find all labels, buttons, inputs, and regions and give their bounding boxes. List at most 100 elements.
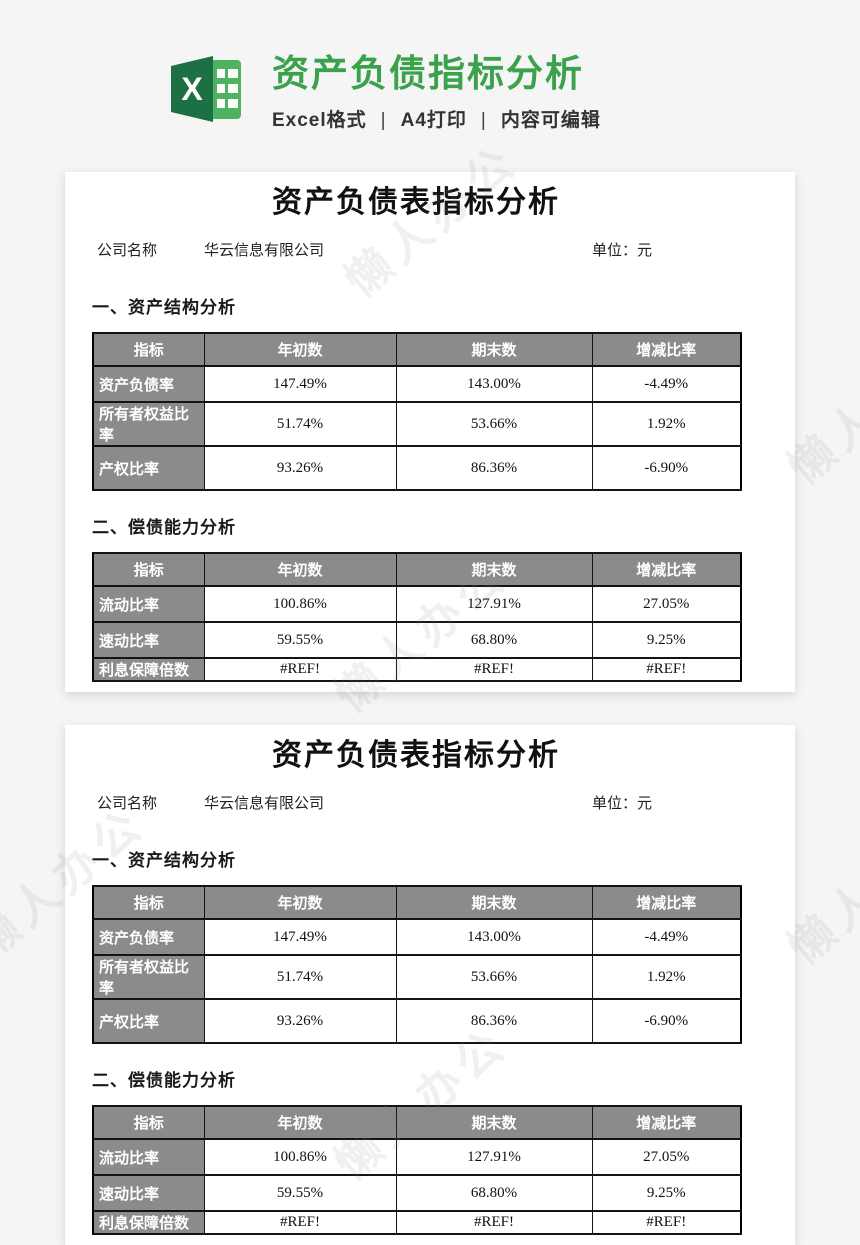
indicator-cell: 产权比率 [92, 998, 205, 1044]
subtitle-format: Excel格式 [272, 110, 367, 131]
subtitle-separator: | [380, 110, 387, 131]
value-cell: 27.05% [591, 1138, 742, 1176]
value-cell: 127.91% [395, 585, 593, 623]
page-header: X 资产负债指标分析 Excel格式 | A4打印 | 内容可编辑 [168, 0, 860, 132]
page-subtitle: Excel格式 | A4打印 | 内容可编辑 [272, 105, 601, 132]
company-row: 公司名称 华云信息有限公司 单位：元 [92, 792, 740, 812]
table-row: 流动比率 100.86% 127.91% 27.05% [92, 1138, 742, 1176]
table-row: 产权比率 93.26% 86.36% -6.90% [92, 445, 742, 491]
table-row: 所有者权益比率 51.74% 53.66% 1.92% [92, 401, 742, 447]
column-header: 年初数 [203, 1105, 397, 1140]
value-cell: #REF! [395, 657, 593, 682]
column-header: 指标 [92, 885, 205, 920]
column-header: 增减比率 [591, 885, 742, 920]
column-header: 期末数 [395, 552, 593, 587]
column-header: 年初数 [203, 885, 397, 920]
value-cell: 68.80% [395, 1174, 593, 1212]
column-header: 年初数 [203, 552, 397, 587]
column-header: 期末数 [395, 1105, 593, 1140]
value-cell: 143.00% [395, 918, 593, 956]
table-row: 流动比率 100.86% 127.91% 27.05% [92, 585, 742, 623]
value-cell: 86.36% [395, 998, 593, 1044]
table-row: 速动比率 59.55% 68.80% 9.25% [92, 621, 742, 659]
table-row: 速动比率 59.55% 68.80% 9.25% [92, 1174, 742, 1212]
table-header-row: 指标 年初数 期末数 增减比率 [92, 1105, 742, 1140]
unit-label: 单位：元 [591, 796, 652, 812]
indicator-cell: 所有者权益比率 [92, 954, 205, 1000]
value-cell: 147.49% [203, 365, 397, 403]
value-cell: 53.66% [395, 401, 593, 447]
column-header: 指标 [92, 1105, 205, 1140]
value-cell: #REF! [203, 1210, 397, 1235]
document-title: 资产负债表指标分析 [272, 739, 560, 772]
value-cell: #REF! [591, 657, 742, 682]
value-cell: 51.74% [203, 401, 397, 447]
column-header: 增减比率 [591, 1105, 742, 1140]
value-cell: 51.74% [203, 954, 397, 1000]
asset-structure-table: 指标 年初数 期末数 增减比率 资产负债率 147.49% 143.00% -4.49% 所有者… [92, 885, 742, 1044]
indicator-cell: 速动比率 [92, 1174, 205, 1212]
solvency-table: 指标 年初数 期末数 增减比率 流动比率 100.86% 127.91% 27.05% 速动比率… [92, 552, 742, 682]
value-cell: 1.92% [591, 954, 742, 1000]
value-cell: 59.55% [203, 621, 397, 659]
value-cell: 100.86% [203, 585, 397, 623]
indicator-cell: 利息保障倍数 [92, 1210, 205, 1235]
value-cell: #REF! [395, 1210, 593, 1235]
document-preview-card: 资产负债表指标分析 公司名称 华云信息有限公司 单位：元 一、资产结构分析 指标… [65, 172, 795, 692]
value-cell: 27.05% [591, 585, 742, 623]
indicator-cell: 利息保障倍数 [92, 657, 205, 682]
indicator-cell: 资产负债率 [92, 918, 205, 956]
indicator-cell: 流动比率 [92, 585, 205, 623]
section-heading-asset-structure: 一、资产结构分析 [92, 851, 236, 870]
company-name: 华云信息有限公司 [204, 796, 325, 812]
page-title: 资产负债指标分析 [272, 53, 584, 94]
column-header: 指标 [92, 552, 205, 587]
value-cell: #REF! [203, 657, 397, 682]
section-heading-solvency: 二、偿债能力分析 [92, 1071, 236, 1090]
table-row: 利息保障倍数 #REF! #REF! #REF! [92, 1210, 742, 1235]
value-cell: -6.90% [591, 998, 742, 1044]
svg-text:X: X [181, 71, 203, 107]
table-header-row: 指标 年初数 期末数 增减比率 [92, 552, 742, 587]
value-cell: 86.36% [395, 445, 593, 491]
subtitle-print: A4打印 [400, 110, 467, 131]
document-preview-card: 资产负债表指标分析 公司名称 华云信息有限公司 单位：元 一、资产结构分析 指标… [65, 725, 795, 1245]
table-header-row: 指标 年初数 期末数 增减比率 [92, 885, 742, 920]
value-cell: -4.49% [591, 365, 742, 403]
indicator-cell: 流动比率 [92, 1138, 205, 1176]
table-row: 所有者权益比率 51.74% 53.66% 1.92% [92, 954, 742, 1000]
value-cell: 147.49% [203, 918, 397, 956]
column-header: 增减比率 [591, 332, 742, 367]
page-header-text: 资产负债指标分析 Excel格式 | A4打印 | 内容可编辑 [272, 50, 601, 132]
value-cell: 93.26% [203, 445, 397, 491]
column-header: 期末数 [395, 885, 593, 920]
table-row: 产权比率 93.26% 86.36% -6.90% [92, 998, 742, 1044]
value-cell: -4.49% [591, 918, 742, 956]
indicator-cell: 速动比率 [92, 621, 205, 659]
value-cell: 100.86% [203, 1138, 397, 1176]
section-heading-solvency: 二、偿债能力分析 [92, 518, 236, 537]
company-row: 公司名称 华云信息有限公司 单位：元 [92, 239, 740, 259]
value-cell: 93.26% [203, 998, 397, 1044]
company-label: 公司名称 [97, 243, 158, 259]
solvency-table: 指标 年初数 期末数 增减比率 流动比率 100.86% 127.91% 27.05% 速动比率… [92, 1105, 742, 1235]
table-row: 资产负债率 147.49% 143.00% -4.49% [92, 365, 742, 403]
value-cell: #REF! [591, 1210, 742, 1235]
column-header: 年初数 [203, 332, 397, 367]
value-cell: 9.25% [591, 1174, 742, 1212]
indicator-cell: 资产负债率 [92, 365, 205, 403]
table-row: 利息保障倍数 #REF! #REF! #REF! [92, 657, 742, 682]
indicator-cell: 产权比率 [92, 445, 205, 491]
asset-structure-table: 指标 年初数 期末数 增减比率 资产负债率 147.49% 143.00% -4.49% 所有者… [92, 332, 742, 491]
column-header: 增减比率 [591, 552, 742, 587]
subtitle-separator: | [480, 110, 487, 131]
table-row: 资产负债率 147.49% 143.00% -4.49% [92, 918, 742, 956]
section-heading-asset-structure: 一、资产结构分析 [92, 298, 236, 317]
value-cell: -6.90% [591, 445, 742, 491]
value-cell: 53.66% [395, 954, 593, 1000]
value-cell: 127.91% [395, 1138, 593, 1176]
value-cell: 68.80% [395, 621, 593, 659]
company-name: 华云信息有限公司 [204, 243, 325, 259]
column-header: 期末数 [395, 332, 593, 367]
column-header: 指标 [92, 332, 205, 367]
